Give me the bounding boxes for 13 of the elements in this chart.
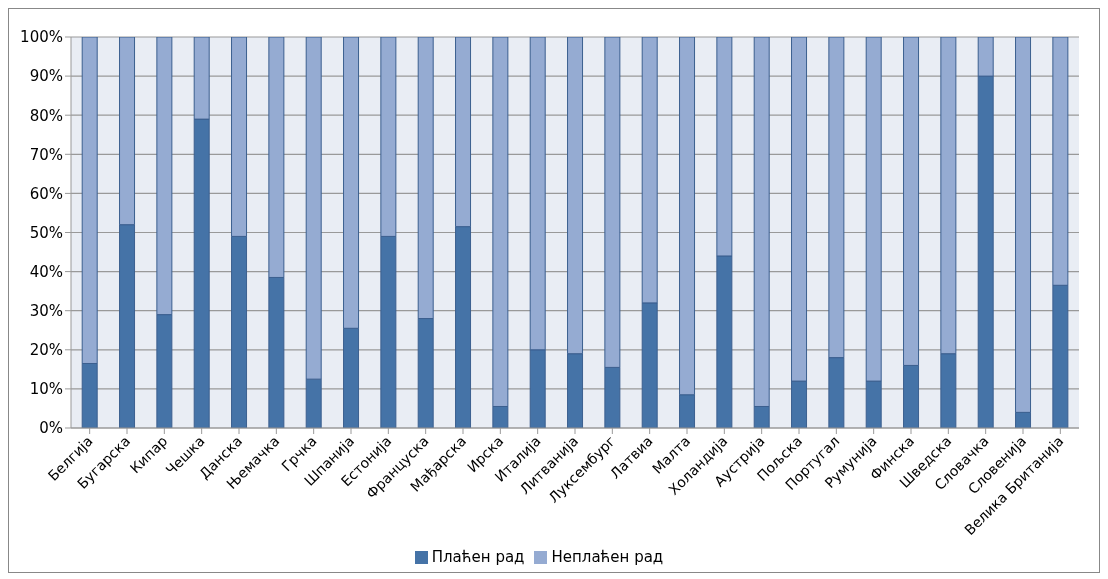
y-tick-label: 70%	[29, 145, 63, 164]
y-tick-label: 60%	[29, 184, 63, 203]
y-tick-label: 20%	[29, 341, 63, 360]
legend-label: Неплаћен рад	[551, 548, 664, 566]
y-tick-label: 40%	[29, 262, 63, 281]
y-tick-label: 50%	[29, 223, 63, 242]
y-tick-label: 10%	[29, 380, 63, 399]
legend-label: Плаћен рад	[431, 548, 525, 566]
y-tick-label: 100%	[20, 28, 63, 47]
y-tick-label: 0%	[39, 419, 63, 438]
y-tick-label: 30%	[29, 302, 63, 321]
y-tick-label: 80%	[29, 106, 63, 125]
y-tick-label: 90%	[29, 67, 63, 86]
